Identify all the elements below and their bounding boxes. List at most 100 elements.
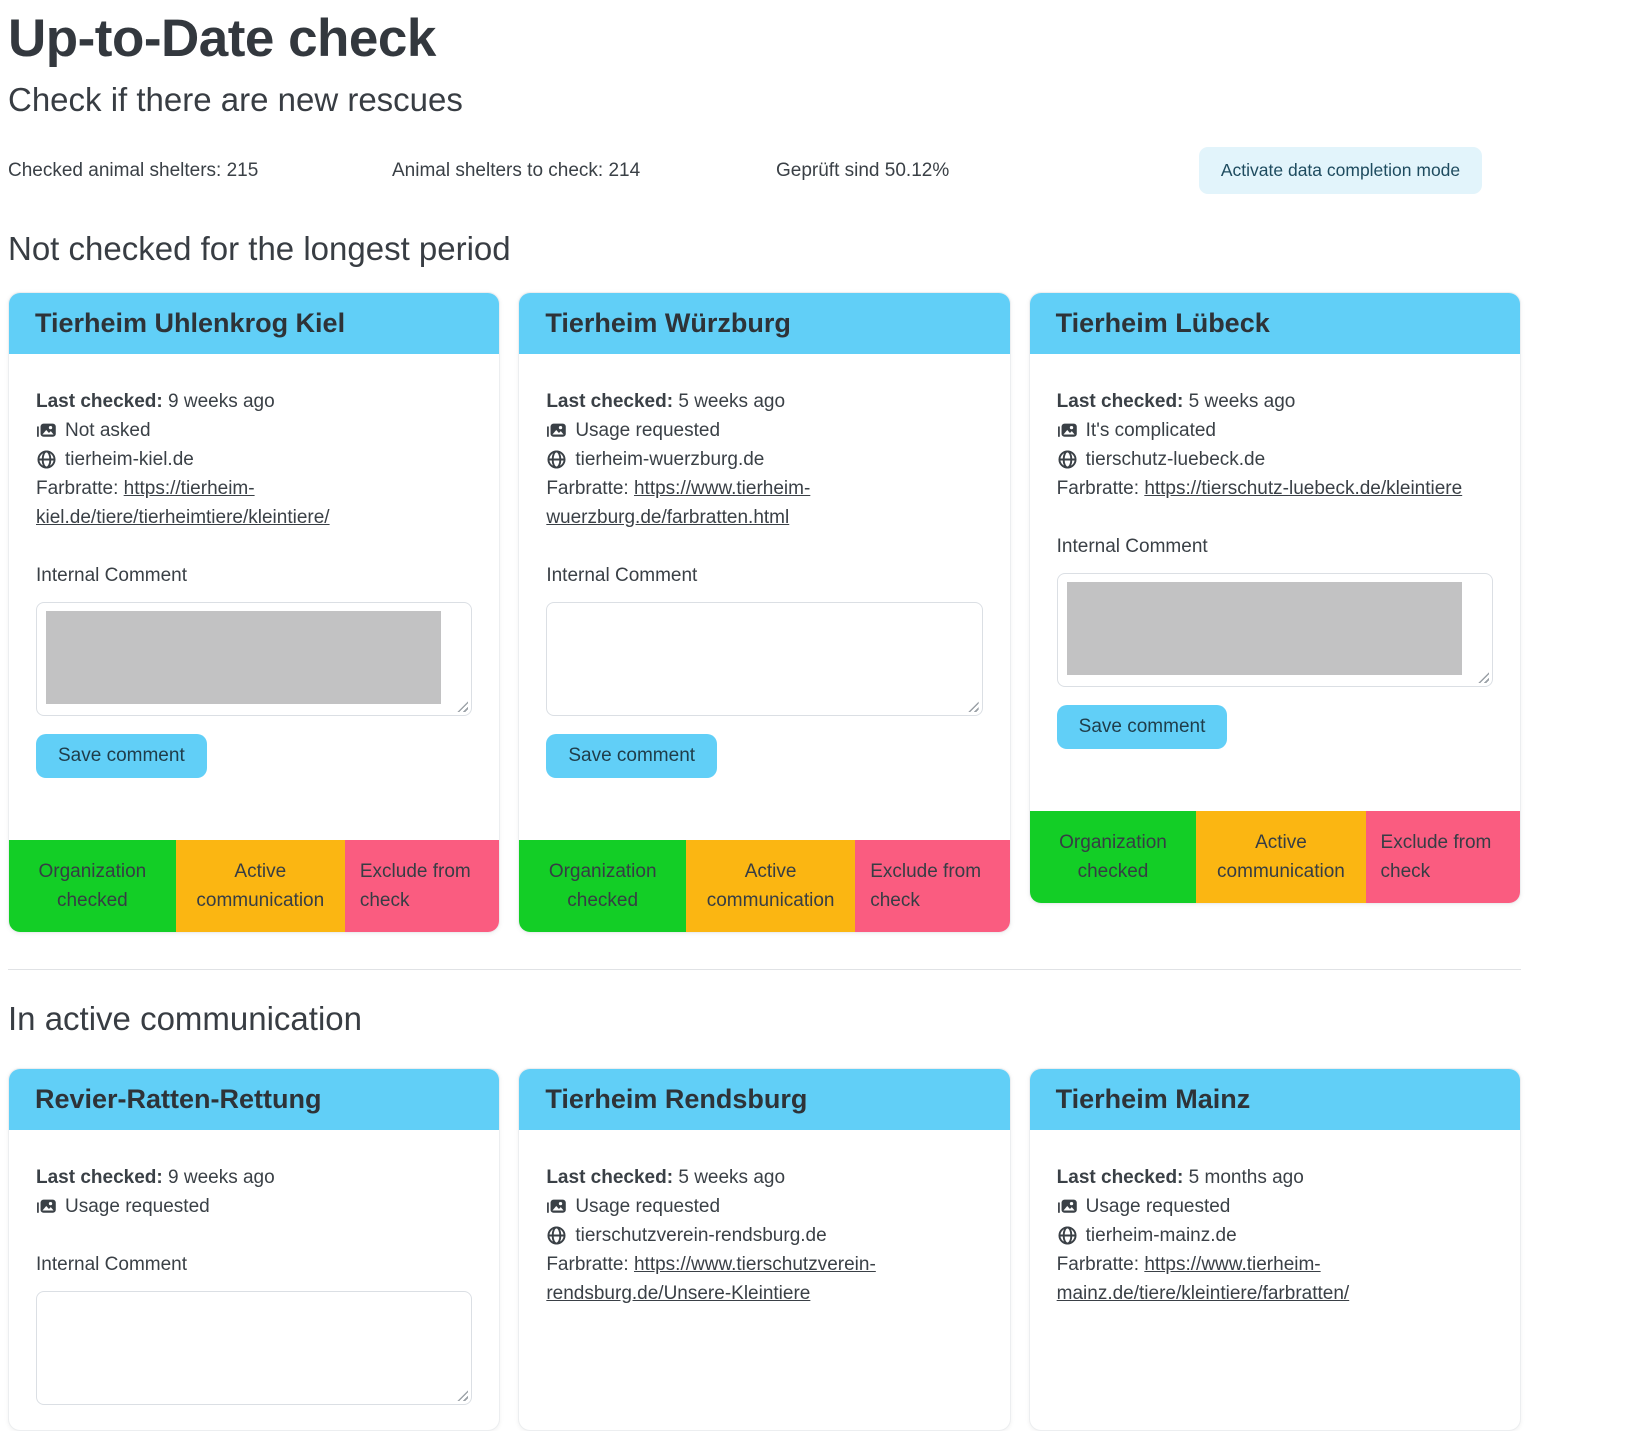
- save-comment-button[interactable]: Save comment: [546, 734, 718, 778]
- website-value: tierheim-kiel.de: [65, 449, 194, 470]
- section-heading-active-communication: In active communication: [8, 1000, 362, 1037]
- farbratte-link[interactable]: https://www.tierheim-wuerzburg.de/farbra…: [546, 478, 811, 528]
- photo-status-line: Not asked: [36, 416, 472, 445]
- farbratte-link[interactable]: https://www.tierheim-mainz.de/tiere/klei…: [1056, 1254, 1350, 1304]
- stat-checked-shelters: Checked animal shelters: 215: [8, 159, 259, 181]
- last-checked-line: Last checked: 5 months ago: [1057, 1163, 1493, 1192]
- last-checked-label: Last checked:: [1056, 391, 1184, 412]
- farbratte-line: Farbratte: https://tierschutz-luebeck.de…: [1057, 474, 1493, 503]
- active-communication-button[interactable]: Active communication: [686, 840, 856, 932]
- farbratte-link[interactable]: https://tierheim-kiel.de/tiere/tierheimt…: [36, 478, 330, 528]
- photo-status-value: It's complicated: [1085, 420, 1217, 441]
- exclude-from-check-button[interactable]: Exclude from check: [855, 840, 1010, 932]
- last-checked-label: Last checked:: [36, 1167, 163, 1188]
- last-checked-label: Last checked:: [36, 391, 163, 412]
- shelter-card-title: Tierheim Rendsburg: [519, 1069, 1010, 1130]
- organization-checked-button[interactable]: Organization checked: [519, 840, 687, 932]
- photo-status-value: Not asked: [65, 420, 151, 441]
- internal-comment-label: Internal Comment: [546, 565, 698, 586]
- website-value: tierschutz-luebeck.de: [1085, 449, 1266, 470]
- last-checked-value: 5 weeks ago: [678, 1167, 786, 1188]
- stat-percent-checked: Geprüft sind 50.12%: [776, 159, 950, 181]
- stat-shelters-to-check: Animal shelters to check: 214: [392, 159, 641, 181]
- page-title: Up-to-Date check: [8, 9, 436, 68]
- internal-comment-label: Internal Comment: [36, 1254, 188, 1275]
- organization-checked-button[interactable]: Organization checked: [1029, 811, 1197, 903]
- shelter-card-footer: Organization checked Active communicatio…: [519, 840, 1010, 932]
- photo-status-line: Usage requested: [1057, 1192, 1493, 1221]
- shelter-card-title: Tierheim Würzburg: [519, 293, 1010, 354]
- page-container: Up-to-Date check Check if there are new …: [8, 8, 1521, 1431]
- images-icon: [36, 1196, 57, 1217]
- website-value: tierheim-mainz.de: [1085, 1225, 1237, 1246]
- last-checked-label: Last checked:: [546, 1167, 674, 1188]
- activate-data-completion-mode-button[interactable]: Activate data completion mode: [1198, 147, 1483, 194]
- textarea-resize-handle[interactable]: [457, 1390, 469, 1401]
- shelter-card: Tierheim Würzburg Last checked: 5 weeks …: [518, 292, 1011, 933]
- photo-status-line: It's complicated: [1057, 416, 1493, 445]
- internal-comment-textarea[interactable]: [36, 602, 473, 716]
- last-checked-label: Last checked:: [546, 391, 674, 412]
- images-icon: [36, 420, 57, 441]
- active-communication-button[interactable]: Active communication: [1196, 811, 1366, 903]
- last-checked-line: Last checked: 9 weeks ago: [36, 1163, 472, 1192]
- farbratte-label: Farbratte:: [546, 478, 629, 499]
- section-divider: [8, 969, 1521, 970]
- organization-checked-button[interactable]: Organization checked: [9, 840, 176, 932]
- photo-status-value: Usage requested: [575, 420, 721, 441]
- images-icon: [546, 1196, 567, 1217]
- globe-icon: [1057, 1225, 1078, 1246]
- card-grid-not-checked: Tierheim Uhlenkrog Kiel Last checked: 9 …: [8, 292, 1521, 933]
- shelter-card-footer: Organization checked Active communicatio…: [9, 840, 500, 932]
- textarea-resize-handle[interactable]: [457, 701, 469, 712]
- farbratte-line: Farbratte: https://www.tierschutzverein-…: [546, 1250, 982, 1308]
- farbratte-line: Farbratte: https://www.tierheim-wuerzbur…: [546, 474, 982, 532]
- last-checked-value: 9 weeks ago: [168, 391, 275, 412]
- exclude-from-check-button[interactable]: Exclude from check: [1365, 811, 1520, 903]
- photo-status-line: Usage requested: [546, 416, 982, 445]
- photo-status-line: Usage requested: [36, 1192, 472, 1221]
- last-checked-value: 9 weeks ago: [168, 1167, 275, 1188]
- page-subtitle: Check if there are new rescues: [8, 81, 463, 118]
- textarea-resize-handle[interactable]: [1478, 672, 1489, 683]
- last-checked-value: 5 months ago: [1188, 1167, 1304, 1188]
- save-comment-button[interactable]: Save comment: [36, 734, 207, 778]
- last-checked-line: Last checked: 5 weeks ago: [546, 387, 982, 416]
- farbratte-line: Farbratte: https://tierheim-kiel.de/tier…: [36, 474, 472, 532]
- farbratte-label: Farbratte:: [1056, 1254, 1140, 1275]
- website-line: tierschutz-luebeck.de: [1057, 445, 1493, 474]
- card-grid-active-communication: Revier-Ratten-Rettung Last checked: 9 we…: [8, 1068, 1521, 1431]
- shelter-card-body: Last checked: 5 weeks ago Usage requeste…: [519, 1130, 1009, 1430]
- internal-comment-textarea[interactable]: [546, 602, 983, 716]
- section-heading-not-checked: Not checked for the longest period: [8, 230, 511, 267]
- internal-comment-label: Internal Comment: [36, 565, 188, 586]
- last-checked-value: 5 weeks ago: [678, 391, 786, 412]
- internal-comment-textarea[interactable]: [1056, 573, 1493, 687]
- photo-status-value: Usage requested: [575, 1196, 721, 1217]
- active-communication-button[interactable]: Active communication: [175, 840, 345, 932]
- redacted-comment-overlay: [46, 611, 442, 704]
- images-icon: [546, 420, 567, 441]
- website-value: tierschutzverein-rendsburg.de: [575, 1225, 827, 1246]
- shelter-card: Revier-Ratten-Rettung Last checked: 9 we…: [8, 1068, 501, 1431]
- farbratte-label: Farbratte:: [1056, 478, 1140, 499]
- exclude-from-check-button[interactable]: Exclude from check: [344, 840, 500, 932]
- shelter-card-title: Tierheim Lübeck: [1029, 293, 1520, 354]
- textarea-resize-handle[interactable]: [967, 701, 979, 712]
- farbratte-link[interactable]: https://www.tierschutzverein-rendsburg.d…: [546, 1254, 876, 1304]
- redacted-comment-overlay: [1066, 582, 1462, 675]
- shelter-card-title: Revier-Ratten-Rettung: [9, 1069, 500, 1130]
- shelter-card-title: Tierheim Uhlenkrog Kiel: [9, 293, 500, 354]
- images-icon: [1057, 1196, 1078, 1217]
- farbratte-link[interactable]: https://tierschutz-luebeck.de/kleintiere: [1144, 478, 1463, 499]
- website-line: tierheim-kiel.de: [36, 445, 472, 474]
- last-checked-label: Last checked:: [1056, 1167, 1184, 1188]
- shelter-card: Tierheim Rendsburg Last checked: 5 weeks…: [518, 1068, 1011, 1431]
- shelter-card-body: Last checked: 5 months ago Usage request…: [1030, 1130, 1520, 1430]
- farbratte-line: Farbratte: https://www.tierheim-mainz.de…: [1057, 1250, 1493, 1308]
- last-checked-line: Last checked: 9 weeks ago: [36, 387, 472, 416]
- last-checked-value: 5 weeks ago: [1188, 391, 1296, 412]
- save-comment-button[interactable]: Save comment: [1056, 705, 1228, 749]
- internal-comment-textarea[interactable]: [36, 1291, 473, 1405]
- shelter-card-body: Last checked: 5 weeks ago Usage requeste…: [519, 354, 1009, 840]
